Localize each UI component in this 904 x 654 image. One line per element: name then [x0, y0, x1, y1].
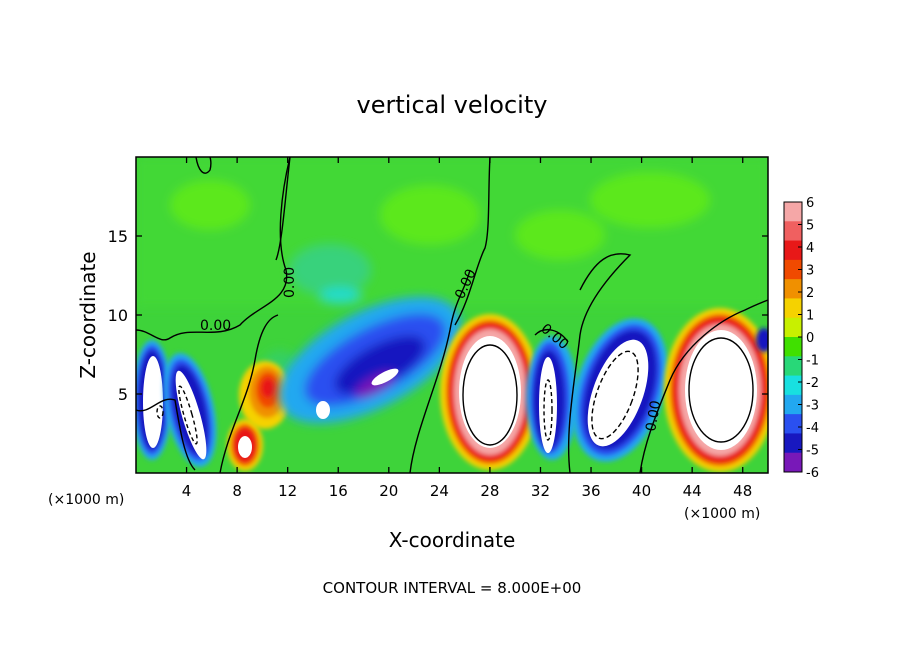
y-tick-label: 15: [108, 227, 128, 246]
contour-lines: [136, 157, 768, 473]
colorbar-swatch: [784, 221, 802, 242]
contour-label: 0.00: [643, 399, 664, 432]
x-tick-label: 20: [379, 482, 398, 500]
colorbar-swatch: [784, 414, 802, 434]
colorbar-tick-label: -2: [806, 376, 819, 391]
x-tick-label: 4: [182, 482, 192, 500]
x-tick-label: 36: [581, 482, 600, 500]
y-axis-label: Z-coordinate: [76, 251, 100, 378]
colorbar-tick-label: 5: [806, 219, 814, 234]
x-tick-label: 16: [329, 482, 348, 500]
x-tick-label: 32: [531, 482, 550, 500]
contour-label: 0.00: [200, 318, 231, 334]
x-unit-note: (×1000 m): [684, 506, 760, 522]
x-axis-label: X-coordinate: [389, 528, 516, 552]
colorbar-swatch: [784, 298, 802, 319]
colorbar-tick-label: 6: [806, 196, 814, 211]
colorbar-tick-label: -1: [806, 354, 819, 369]
colorbar-swatch: [784, 337, 802, 357]
colorbar-tick-label: 4: [806, 241, 814, 256]
colorbar-swatch: [784, 240, 802, 261]
colorbar-tick-label: -3: [806, 399, 819, 414]
colorbar-tick-label: 0: [806, 331, 814, 346]
colorbar-swatch: [784, 259, 802, 280]
colorbar-tick-label: 1: [806, 309, 814, 324]
x-tick-label: 8: [232, 482, 242, 500]
colorbar-swatch: [784, 202, 802, 222]
colorbar-swatch: [784, 356, 802, 377]
contour-label: 0.00: [282, 267, 298, 298]
colorbar-tick-label: 3: [806, 264, 814, 279]
x-tick-label: 12: [278, 482, 297, 500]
x-tick-label: 44: [683, 482, 702, 500]
x-tick-label: 24: [430, 482, 449, 500]
colorbar-swatch: [784, 433, 802, 454]
chart-title: vertical velocity: [357, 91, 548, 119]
x-tick-label: 40: [632, 482, 651, 500]
colorbar-tick-label: -6: [806, 466, 819, 481]
x-tick-label: 48: [733, 482, 752, 500]
colorbar-tick-label: -4: [806, 421, 819, 436]
contour-interval-note: CONTOUR INTERVAL = 8.000E+00: [323, 579, 582, 597]
x-tick-label: 28: [480, 482, 499, 500]
x-axis: 4 8 12 16 20 24 28 32 36 40 44 48: [182, 157, 752, 500]
colorbar-swatch: [784, 279, 802, 299]
y-tick-label: 10: [108, 306, 128, 325]
colorbar-swatch: [784, 452, 802, 473]
z-unit-note: (×1000 m): [48, 492, 124, 508]
colorbar-swatch: [784, 375, 802, 396]
colorbar-swatch: [784, 317, 802, 338]
colorbar: 6 5 4 3 2 1 0 -1 -2 -3 -4 -5 -6: [783, 196, 819, 481]
field-shading: [136, 157, 768, 410]
colorbar-tick-label: 2: [806, 286, 814, 301]
y-tick-label: 5: [118, 385, 128, 404]
colorbar-tick-label: -5: [806, 444, 819, 459]
plot-area: 0.00 0.00 0.00 0.00 0.00: [136, 157, 768, 473]
colorbar-swatch: [784, 394, 802, 415]
y-axis: 5 10 15: [108, 227, 768, 404]
